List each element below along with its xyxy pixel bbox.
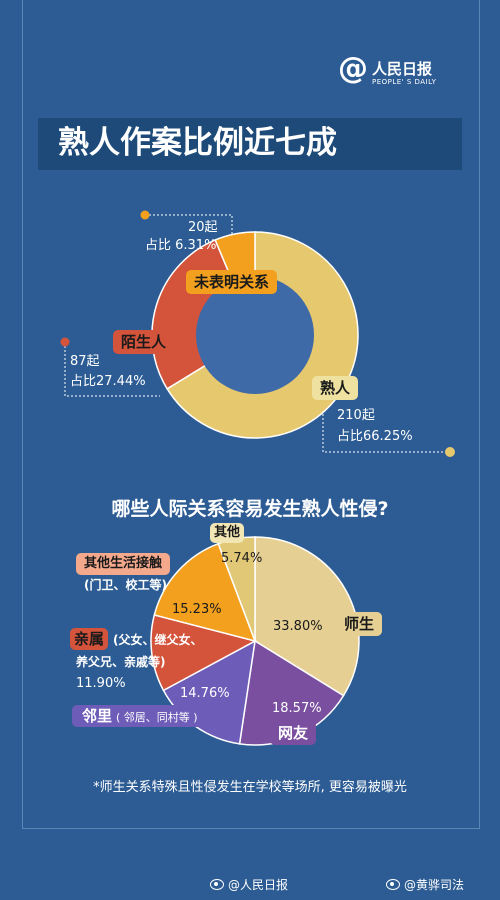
tag-relatives: 亲属: [70, 628, 109, 650]
tag-neighbors: 邻里( 邻居、同村等 ): [72, 705, 208, 727]
label-acquaintance-count: 210起: [337, 408, 375, 423]
logo-subtitle: PEOPLE' S DAILY: [372, 78, 437, 86]
weibo-icon: [210, 879, 224, 890]
label-stranger-pct: 占比27.44%: [70, 374, 146, 389]
footnote: *师生关系特殊且性侵发生在学校等场所, 更容易被曝光: [93, 780, 407, 795]
donut-chart: [151, 231, 359, 439]
logo-mark: @: [338, 51, 368, 86]
tag-neighbors-label: 邻里: [82, 707, 113, 725]
dot-unspecified: [140, 210, 150, 220]
tag-online: 网友: [270, 721, 317, 745]
tag-acquaintance: 熟人: [312, 376, 359, 400]
label-daily-pct: 15.23%: [172, 602, 222, 617]
label-stranger-count: 87起: [70, 354, 100, 369]
logo-name: 人民日报: [372, 60, 433, 78]
dot-stranger: [60, 337, 70, 347]
label-relatives-pct: 11.90%: [76, 676, 126, 691]
credit-1-label: @人民日报: [228, 878, 289, 892]
dot-acquaintance: [445, 447, 455, 457]
label-neighbors-pct: 14.76%: [180, 686, 230, 701]
label-relatives-detail-2: 养父兄、亲戚等): [76, 655, 166, 669]
tag-neighbors-detail: ( 邻居、同村等 ): [116, 711, 198, 724]
label-daily-detail: (门卫、校工等): [84, 578, 167, 592]
tag-other: 其他: [210, 523, 245, 543]
section-subtitle: 哪些人际关系容易发生熟人性侵?: [111, 498, 389, 520]
label-online-pct: 18.57%: [272, 701, 322, 716]
label-acquaintance-pct: 占比66.25%: [337, 429, 413, 444]
pie-slice-4: [153, 542, 257, 643]
tag-stranger: 陌生人: [113, 330, 175, 354]
donut-hole: [196, 276, 314, 394]
label-other-pct: 5.74%: [221, 551, 263, 566]
label-unspecified-count: 20起: [188, 220, 218, 235]
tag-daily-contact: 其他生活接触: [76, 553, 171, 575]
label-unspecified-pct: 占比 6.31%: [145, 238, 217, 253]
weibo-icon: [386, 879, 400, 890]
page-title: 熟人作案比例近七成: [58, 125, 337, 161]
label-relatives-detail-1: (父女、继父女、: [113, 633, 203, 647]
leader-acquaintance: [322, 410, 448, 453]
credit-huanghua-justice[interactable]: @黄骅司法: [386, 876, 464, 893]
tag-unspecified: 未表明关系: [186, 270, 278, 294]
leader-unspecified: [145, 214, 233, 262]
pie-slice-0: [254, 536, 360, 697]
label-teacher-pct: 33.80%: [273, 619, 323, 634]
leader-stranger: [64, 342, 160, 397]
title-band: [38, 118, 462, 170]
tag-teacher: 师生: [336, 612, 383, 636]
pie-slice-3: [150, 614, 258, 692]
credit-peoples-daily[interactable]: @人民日报: [210, 876, 288, 893]
infographic-frame: [22, 0, 480, 829]
credit-2-label: @黄骅司法: [404, 878, 465, 892]
